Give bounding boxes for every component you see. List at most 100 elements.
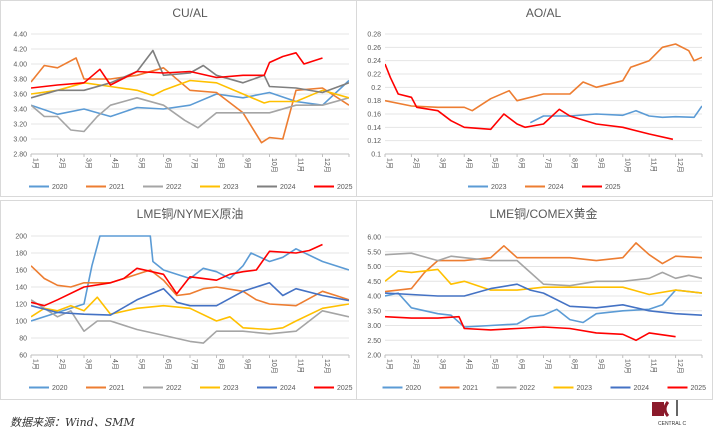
x-tick-label: 12月 xyxy=(676,359,684,374)
x-tick-label: 2月 xyxy=(412,158,420,169)
series-line-2024 xyxy=(31,49,349,99)
x-tick-label: 8月 xyxy=(217,158,225,169)
x-tick-label: 11月 xyxy=(650,359,658,373)
x-tick-label: 3月 xyxy=(85,158,93,169)
y-tick-label: 2.00 xyxy=(367,353,381,360)
series-line-2022 xyxy=(31,97,349,133)
x-tick-label: 2月 xyxy=(58,359,66,370)
x-tick-label: 6月 xyxy=(164,359,172,370)
x-tick-label: 11月 xyxy=(650,158,658,172)
plot-area xyxy=(385,43,702,141)
company-logo: CENTRAL C xyxy=(652,398,713,435)
y-tick-label: 3.80 xyxy=(13,77,27,84)
legend-label-2021: 2021 xyxy=(109,184,125,191)
chart-title: LME铜/NYMEX原油 xyxy=(137,206,244,221)
y-tick-label: 2.50 xyxy=(367,338,381,345)
y-tick-label: 4.00 xyxy=(13,62,27,69)
y-tick-label: 3.00 xyxy=(367,323,381,330)
x-tick-label: 7月 xyxy=(544,359,552,370)
series-line-2024 xyxy=(385,283,702,316)
y-tick-label: 0.26 xyxy=(367,45,381,52)
series-line-2025 xyxy=(31,243,323,307)
y-tick-label: 3.50 xyxy=(367,308,381,315)
x-tick-label: 4月 xyxy=(465,359,473,370)
legend-label-2022: 2022 xyxy=(520,385,536,392)
x-tick-label: 12月 xyxy=(323,158,331,173)
x-tick-label: 1月 xyxy=(32,158,40,169)
chart-panel-lme-nymex: LME铜/NYMEX原油 60 80 100 120 140 160 180 200 1月 2月 3月… xyxy=(0,200,357,400)
x-tick-label: 5月 xyxy=(491,158,499,169)
series-line-2025 xyxy=(385,63,674,141)
legend-label-2021: 2021 xyxy=(463,385,479,392)
y-tick-label: 6.00 xyxy=(367,235,381,242)
x-tick-label: 11月 xyxy=(297,359,305,373)
series-line-2020 xyxy=(31,235,349,322)
series-line-2023 xyxy=(31,296,349,331)
x-tick-label: 4月 xyxy=(111,158,119,169)
plot-area xyxy=(31,49,349,144)
series-line-2021 xyxy=(31,265,349,307)
svg-text:CENTRAL C: CENTRAL C xyxy=(658,421,687,427)
x-tick-label: 3月 xyxy=(438,359,446,370)
x-tick-label: 1月 xyxy=(386,359,394,370)
chart-title: LME铜/COMEX黄金 xyxy=(489,206,597,221)
x-tick-label: 5月 xyxy=(138,158,146,169)
series-line-2023 xyxy=(31,79,349,104)
y-tick-label: 0.24 xyxy=(367,58,381,65)
x-tick-label: 11月 xyxy=(297,158,305,172)
legend-label-2023: 2023 xyxy=(223,385,239,392)
y-tick-label: 140 xyxy=(15,285,27,292)
y-tick-label: 0.1 xyxy=(371,152,381,159)
y-tick-label: 0.16 xyxy=(367,112,381,119)
x-tick-label: 10月 xyxy=(270,359,278,374)
plot-area xyxy=(31,235,349,344)
series-line-2022 xyxy=(385,252,702,287)
y-tick-label: 4.20 xyxy=(13,47,27,54)
legend-label-2020: 2020 xyxy=(52,385,68,392)
legend-label-2023: 2023 xyxy=(491,184,507,191)
x-tick-label: 4月 xyxy=(465,158,473,169)
series-line-2023 xyxy=(385,268,702,296)
y-tick-label: 0.14 xyxy=(367,125,381,132)
series-line-2023 xyxy=(529,105,702,124)
x-tick-label: 8月 xyxy=(570,158,578,169)
series-line-2021 xyxy=(385,242,702,293)
series-line-2024 xyxy=(31,282,349,316)
y-tick-label: 3.00 xyxy=(13,137,27,144)
chart-panel-lme-comex: LME铜/COMEX黄金 2.00 2.50 3.00 3.50 4.00 4.50 5.00… xyxy=(356,200,713,400)
y-tick-label: 100 xyxy=(15,319,27,326)
x-tick-label: 10月 xyxy=(623,158,631,173)
y-tick-label: 120 xyxy=(15,302,27,309)
series-line-2025 xyxy=(31,52,323,89)
x-tick-label: 6月 xyxy=(518,158,526,169)
chart-title: CU/AL xyxy=(172,6,208,20)
x-tick-label: 9月 xyxy=(597,359,605,370)
series-line-2025 xyxy=(385,315,676,342)
chart-panel-ao-al: AO/AL 0.1 0.12 0.14 0.16 0.18 0.2 0.22 0.24 0.26 0… xyxy=(356,0,713,197)
x-tick-label: 8月 xyxy=(570,359,578,370)
x-tick-label: 6月 xyxy=(518,359,526,370)
y-tick-label: 60 xyxy=(19,353,27,360)
x-tick-label: 7月 xyxy=(544,158,552,169)
y-tick-label: 0.2 xyxy=(371,85,381,92)
legend-label-2025: 2025 xyxy=(337,385,353,392)
chart-lme-nymex: LME铜/NYMEX原油 60 80 100 120 140 160 180 200 1月 2月 3月… xyxy=(15,206,353,392)
legend-label-2023: 2023 xyxy=(577,385,593,392)
y-tick-label: 0.28 xyxy=(367,32,381,39)
y-tick-label: 3.40 xyxy=(13,107,27,114)
x-tick-label: 5月 xyxy=(138,359,146,370)
legend-label-2024: 2024 xyxy=(280,385,296,392)
plot-area xyxy=(385,242,702,342)
x-tick-label: 9月 xyxy=(597,158,605,169)
x-tick-label: 4月 xyxy=(111,359,119,370)
x-tick-label: 12月 xyxy=(676,158,684,173)
x-tick-label: 10月 xyxy=(623,359,631,374)
x-tick-label: 3月 xyxy=(85,359,93,370)
x-tick-label: 6月 xyxy=(164,158,172,169)
y-tick-label: 4.40 xyxy=(13,32,27,39)
y-tick-label: 0.12 xyxy=(367,138,381,145)
x-tick-label: 3月 xyxy=(438,158,446,169)
x-tick-label: 2月 xyxy=(412,359,420,370)
x-tick-label: 9月 xyxy=(244,158,252,169)
y-tick-label: 4.50 xyxy=(367,279,381,286)
